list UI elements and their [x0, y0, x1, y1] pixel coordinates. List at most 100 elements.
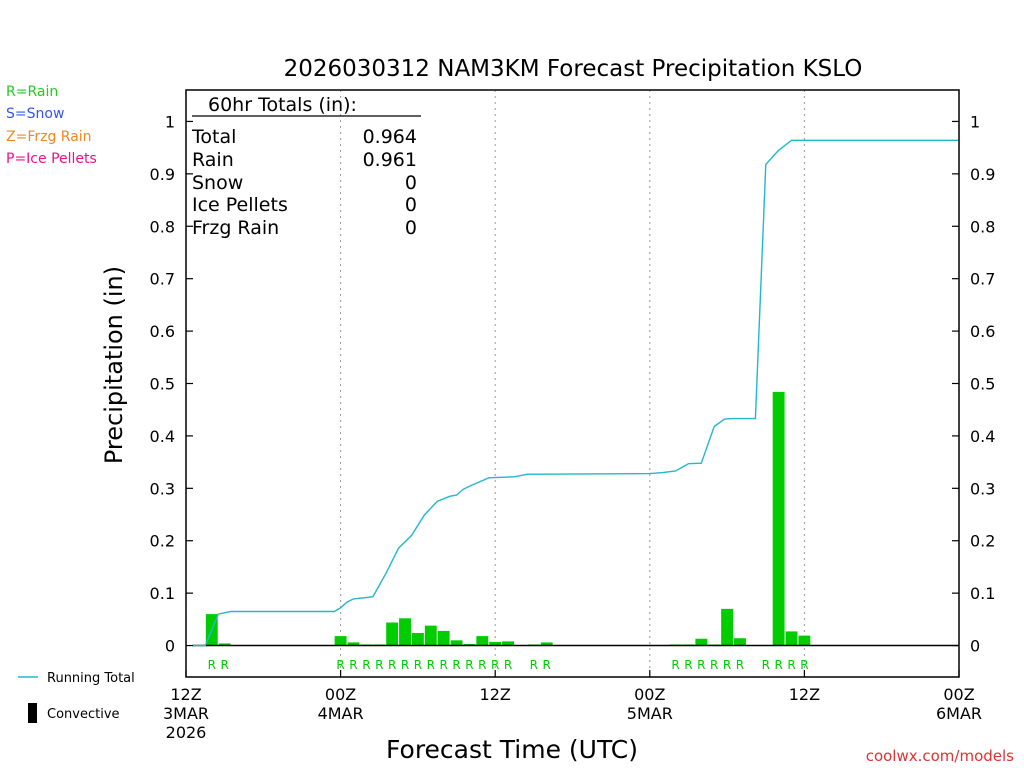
y-tick-label-left: 0.8: [150, 217, 175, 236]
precip-bar: [437, 630, 450, 646]
ptype-label: R: [543, 658, 551, 672]
legend-running-total-label: Running Total: [47, 671, 135, 686]
ptype-label: R: [530, 658, 538, 672]
precip-bar: [734, 638, 746, 646]
precip-bar: [347, 642, 360, 646]
ptype-label: R: [388, 658, 396, 672]
precip-bar: [399, 618, 411, 646]
ptype-key-rain: R=Rain: [6, 84, 58, 100]
x-tick-label: 00Z: [943, 685, 974, 704]
ptype-label: R: [504, 658, 512, 672]
y-tick-label-left: 0.5: [150, 375, 175, 394]
precip-bar: [411, 632, 424, 646]
totals-label-frzg-rain: Frzg Rain: [192, 217, 279, 239]
legend-convective-label: Convective: [47, 707, 120, 722]
ptype-label: R: [800, 658, 808, 672]
y-tick-label-right: 0.9: [970, 165, 995, 184]
precip-bar: [450, 640, 463, 646]
x-axis-label: Forecast Time (UTC): [386, 735, 638, 764]
y-tick-label-left: 1: [165, 112, 175, 131]
y-tick-label-right: 0.2: [970, 532, 995, 551]
chart-title: 2026030312 NAM3KM Forecast Precipitation…: [284, 56, 863, 82]
precip-bar: [489, 641, 502, 646]
ptype-label: R: [452, 658, 460, 672]
y-tick-label-right: 0.7: [970, 270, 995, 289]
x-tick-label: 00Z: [325, 685, 356, 704]
ptype-label: R: [671, 658, 679, 672]
y-tick-label-right: 0.3: [970, 479, 995, 498]
totals-value-frzg-rain: 0: [405, 217, 417, 239]
y-tick-label-right: 0.5: [970, 375, 995, 394]
totals-label-rain: Rain: [192, 149, 234, 171]
precip-bar: [540, 642, 553, 646]
vertical-gridlines: [340, 90, 805, 677]
ptype-label: R: [220, 658, 228, 672]
x-tick-label: 12Z: [170, 685, 201, 704]
precip-bar: [463, 643, 476, 646]
ptype-label: R: [414, 658, 422, 672]
precip-bar: [334, 636, 347, 646]
x-tick-label: 12Z: [480, 685, 511, 704]
totals-label-snow: Snow: [192, 172, 243, 194]
precip-bar: [424, 625, 437, 646]
ptype-label: R: [439, 658, 447, 672]
precip-bar: [386, 622, 399, 646]
totals-value-rain: 0.961: [363, 149, 417, 171]
ptype-label: R: [774, 658, 782, 672]
totals-value-ice-pellets: 0: [405, 194, 417, 216]
x-tick-label: 3MAR: [163, 704, 209, 723]
plot-frame: [185, 89, 960, 678]
ptype-label: R: [710, 658, 718, 672]
ptype-label: R: [401, 658, 409, 672]
precip-bar: [772, 391, 785, 646]
y-tick-label-right: 0.8: [970, 217, 995, 236]
y-axis-label: Precipitation (in): [100, 266, 128, 464]
ptype-label: R: [762, 658, 770, 672]
ptype-label: R: [336, 658, 344, 672]
running-total-series: [192, 139, 959, 647]
y-axis-left: 0 0.1 0.2 0.3 0.4 0.5 0.6 0.7 0.8 0.9 1: [150, 112, 193, 656]
y-tick-label-left: 0.1: [150, 584, 175, 603]
ptype-label: R: [427, 658, 435, 672]
ptype-label: R: [362, 658, 370, 672]
y-axis-right: 0 0.1 0.2 0.3 0.4 0.5 0.6 0.7 0.8 0.9 1: [952, 112, 995, 656]
precip-bar: [502, 641, 515, 646]
ptype-label: R: [465, 658, 473, 672]
precip-bar: [798, 635, 811, 646]
ptype-key-frzg-rain: Z=Frzg Rain: [6, 129, 92, 145]
ptype-label: R: [491, 658, 499, 672]
totals-label-ice-pellets: Ice Pellets: [192, 194, 288, 216]
x-tick-label: 2026: [166, 723, 207, 742]
totals-value-total: 0.964: [363, 126, 417, 148]
legend: Running Total Convective: [18, 671, 135, 723]
x-tick-label: 5MAR: [627, 704, 673, 723]
y-tick-label-left: 0.4: [150, 427, 175, 446]
y-tick-label-right: 0.4: [970, 427, 995, 446]
ptype-label: R: [697, 658, 705, 672]
x-tick-label: 6MAR: [936, 704, 982, 723]
y-tick-label-right: 0: [970, 637, 980, 656]
y-tick-label-right: 1: [970, 112, 980, 131]
credit-text: coolwx.com/models: [866, 747, 1014, 765]
legend-convective-swatch: [28, 703, 37, 723]
bar-series: [205, 391, 811, 646]
x-tick-label: 4MAR: [318, 704, 364, 723]
y-tick-label-right: 0.1: [970, 584, 995, 603]
ptype-label: R: [208, 658, 216, 672]
precip-bar: [721, 608, 734, 646]
totals-header: 60hr Totals (in):: [208, 94, 357, 116]
ptype-label: R: [787, 658, 795, 672]
y-tick-label-left: 0: [165, 637, 175, 656]
ptype-key-ice-pellets: P=Ice Pellets: [6, 151, 97, 167]
precip-bar: [695, 638, 708, 646]
totals-label-total: Total: [191, 126, 236, 148]
ptype-label: R: [478, 658, 486, 672]
y-tick-label-left: 0.3: [150, 479, 175, 498]
ptype-key-snow: S=Snow: [6, 106, 64, 122]
x-tick-label: 12Z: [789, 685, 820, 704]
x-tick-label: 00Z: [634, 685, 665, 704]
precip-bar: [218, 643, 231, 646]
